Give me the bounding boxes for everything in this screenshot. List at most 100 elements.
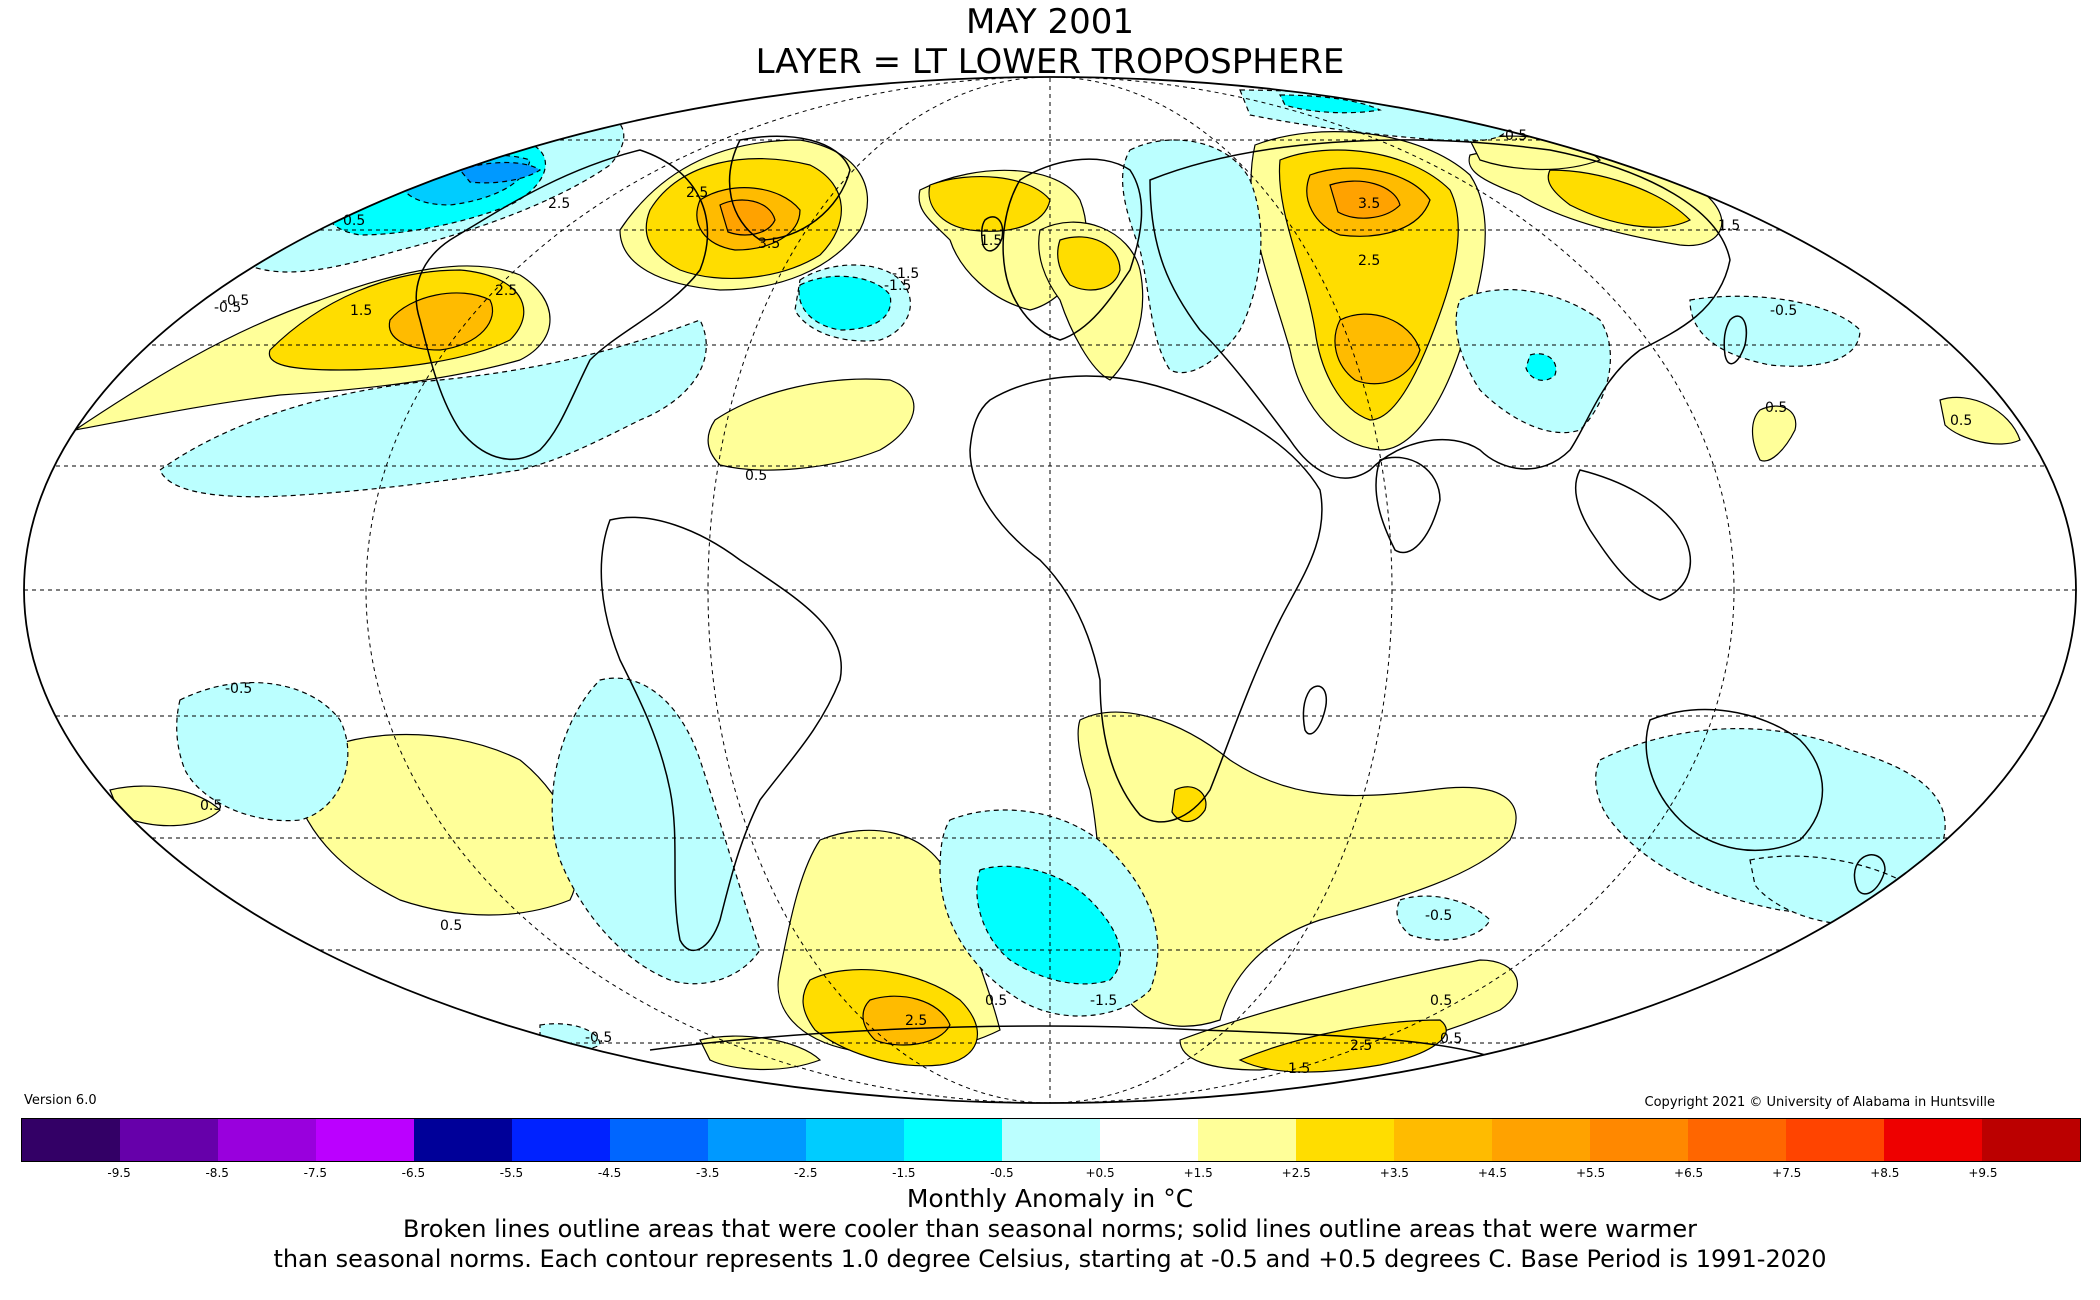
legend-color-cell bbox=[512, 1119, 610, 1161]
graticule bbox=[24, 77, 2076, 1103]
legend-tick-label: +4.5 bbox=[1477, 1166, 1507, 1180]
outline-antarctica bbox=[649, 1025, 1501, 1061]
legend-tick-label: +6.5 bbox=[1674, 1166, 1704, 1180]
contour-label: 2.5 bbox=[1358, 253, 1380, 269]
legend-tick-label: +0.5 bbox=[1085, 1166, 1115, 1180]
copyright-label: Copyright 2021 © University of Alabama i… bbox=[1644, 1095, 1995, 1110]
outline-new-zealand bbox=[1853, 854, 1886, 895]
legend-tick-label: +7.5 bbox=[1772, 1166, 1802, 1180]
legend-color-cell bbox=[218, 1119, 316, 1161]
contour-label: 2.5 bbox=[1350, 1038, 1372, 1054]
contour-label: 2.5 bbox=[905, 1013, 927, 1029]
contour-label: 2.5 bbox=[495, 283, 517, 299]
outline-japan bbox=[1723, 315, 1747, 365]
cool-region-south-pacific-west bbox=[176, 682, 349, 822]
legend-color-cell bbox=[1394, 1119, 1492, 1161]
contour-label: 3.5 bbox=[1358, 196, 1380, 212]
legend-tick-label: -3.5 bbox=[695, 1166, 720, 1180]
contour-label: -0.5 bbox=[1770, 303, 1797, 319]
contour-label: -0.5 bbox=[225, 681, 252, 697]
cool-region-north-america bbox=[159, 319, 707, 498]
contour-label: 0.5 bbox=[1440, 1031, 1462, 1047]
contour-label: -0.5 bbox=[1500, 128, 1527, 144]
contour-label: 3.5 bbox=[758, 236, 780, 252]
contour-label: -0.5 bbox=[214, 300, 241, 316]
legend-color-cell bbox=[1884, 1119, 1982, 1161]
cool-region-south-atlantic-core bbox=[976, 865, 1121, 985]
contour-label: 0.5 bbox=[1430, 993, 1452, 1009]
legend-tick-label: -5.5 bbox=[499, 1166, 524, 1180]
legend-tick-label: -7.5 bbox=[303, 1166, 327, 1180]
cool-region-atlantic-core bbox=[798, 275, 892, 331]
legend-color-cell bbox=[1786, 1119, 1884, 1161]
contour-label: 1.5 bbox=[350, 303, 372, 319]
legend-tick-label: +3.5 bbox=[1379, 1166, 1409, 1180]
warm-region-siberia-core bbox=[1547, 169, 1692, 228]
legend-tick-label: -0.5 bbox=[990, 1166, 1014, 1180]
legend-color-cell bbox=[414, 1119, 512, 1161]
warm-region-antarctic-west bbox=[699, 1035, 822, 1071]
outline-north-america bbox=[415, 149, 709, 460]
warm-region-alaska-peak bbox=[388, 292, 494, 351]
color-legend-ticks: -9.5 -8.5 -7.5 -6.5 -5.5 -4.5 -3.5 -2.5 -1.5 -0.5… bbox=[0, 1166, 2100, 1182]
legend-color-cell bbox=[22, 1119, 120, 1161]
cool-region-arctic-core bbox=[1279, 94, 1382, 114]
legend-color-cell bbox=[904, 1119, 1002, 1161]
contour-label: 1.5 bbox=[1288, 1061, 1310, 1077]
cool-region-indian-south bbox=[1396, 895, 1491, 941]
legend-tick-label: -1.5 bbox=[892, 1166, 916, 1180]
legend-color-cell bbox=[1590, 1119, 1688, 1161]
warm-region-south-atlantic-peak bbox=[862, 995, 951, 1046]
legend-color-cell bbox=[708, 1119, 806, 1161]
globe-outline bbox=[23, 76, 2077, 1104]
warm-region-greenland-max bbox=[719, 199, 776, 236]
legend-color-cell bbox=[316, 1119, 414, 1161]
cool-region-canada-deepest bbox=[458, 161, 542, 184]
contour-label: -1.5 bbox=[884, 278, 911, 294]
warm-region-antarctic-core bbox=[1238, 1019, 1447, 1073]
cool-region-south-america bbox=[551, 677, 761, 985]
contour-label: -0.5 bbox=[222, 293, 249, 309]
contour-label: -1.5 bbox=[1090, 993, 1117, 1009]
warm-region-central-asia-peak bbox=[1334, 313, 1421, 385]
legend-tick-label: -4.5 bbox=[597, 1166, 622, 1180]
legend-color-cell bbox=[1296, 1119, 1394, 1161]
legend-color-cell bbox=[1002, 1119, 1100, 1161]
legend-tick-label: +8.5 bbox=[1870, 1166, 1900, 1180]
contour-label: 2.5 bbox=[548, 196, 570, 212]
contour-label: -0.5 bbox=[1425, 908, 1452, 924]
color-legend-bar bbox=[21, 1118, 2081, 1162]
legend-tick-label: -6.5 bbox=[401, 1166, 426, 1180]
warm-region-west-pacific-small bbox=[1751, 405, 1797, 462]
legend-tick-label: -8.5 bbox=[205, 1166, 229, 1180]
legend-color-cell bbox=[120, 1119, 218, 1161]
contour-label: 2.5 bbox=[686, 185, 708, 201]
cool-region-north-pacific-west bbox=[1689, 295, 1861, 367]
world-anomaly-map: 0.5 1.5 2.5 3.5 -0.5 -1.5 2.5 0.5 1.5 3.… bbox=[23, 76, 2077, 1104]
contour-label: 0.5 bbox=[745, 468, 767, 484]
warm-region-europe-core bbox=[1057, 236, 1121, 291]
legend-color-cell bbox=[1100, 1119, 1198, 1161]
footnote-line-2: than seasonal norms. Each contour repres… bbox=[273, 1245, 1827, 1273]
outline-africa bbox=[969, 375, 1323, 823]
outline-uk bbox=[980, 216, 1004, 252]
contour-labels: 0.5 1.5 2.5 3.5 -0.5 -1.5 2.5 0.5 1.5 3.… bbox=[200, 128, 1972, 1077]
legend-tick-label: -9.5 bbox=[107, 1166, 131, 1180]
outline-asia bbox=[1149, 139, 1731, 479]
version-label: Version 6.0 bbox=[24, 1093, 97, 1108]
cool-region-arctic-siberia bbox=[1499, 103, 1622, 132]
legend-color-cell bbox=[1492, 1119, 1590, 1161]
legend-tick-label: +2.5 bbox=[1281, 1166, 1311, 1180]
contour-label: 0.5 bbox=[985, 993, 1007, 1009]
legend-unit-label: Monthly Anomaly in °C bbox=[906, 1184, 1194, 1213]
contour-label: 1.5 bbox=[1718, 218, 1740, 234]
outline-south-america bbox=[600, 516, 842, 952]
legend-color-cell bbox=[1982, 1119, 2080, 1161]
outline-southeast-asia bbox=[1574, 469, 1691, 601]
legend-tick-label: +1.5 bbox=[1183, 1166, 1213, 1180]
legend-tick-label: -2.5 bbox=[794, 1166, 818, 1180]
warm-region-south-pacific-far bbox=[109, 785, 221, 827]
legend-tick-label: +9.5 bbox=[1968, 1166, 1998, 1180]
cool-region-mongolia-core bbox=[1525, 353, 1557, 381]
contour-label: 0.5 bbox=[1765, 400, 1787, 416]
